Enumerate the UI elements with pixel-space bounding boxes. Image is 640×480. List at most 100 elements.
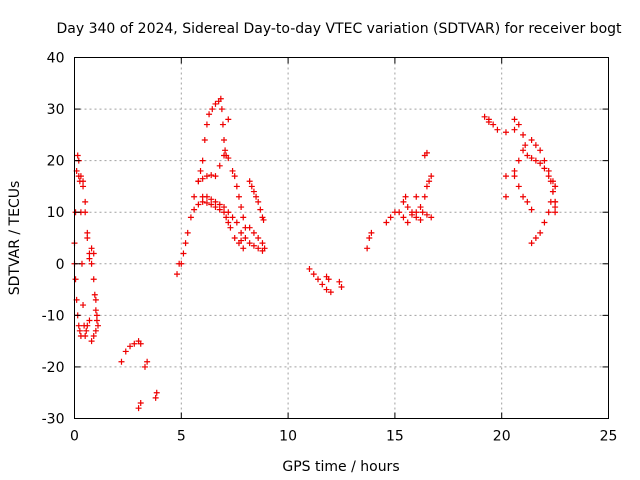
- data-point-s3-2: [80, 183, 87, 190]
- data-point-s22-0: [520, 147, 527, 154]
- data-point-s23-2: [537, 147, 544, 154]
- data-point-s21-2: [520, 131, 527, 138]
- data-point-s3-8: [91, 291, 98, 298]
- data-point-s17-0: [400, 198, 407, 205]
- data-point-s7-11: [208, 201, 215, 208]
- data-points: [71, 95, 559, 412]
- data-point-s11-4: [238, 204, 245, 211]
- data-point-s7-3: [180, 250, 187, 257]
- data-point-s4-1: [82, 198, 89, 205]
- data-point-s21-5: [511, 167, 518, 174]
- data-point-s3-11: [92, 327, 99, 334]
- data-point-s11-1: [231, 173, 238, 180]
- data-point-s14-3: [319, 281, 326, 288]
- data-point-s20-1: [502, 193, 509, 200]
- data-point-s21-4: [515, 157, 522, 164]
- data-point-s7-4: [182, 240, 189, 247]
- data-point-s4-3: [86, 255, 93, 262]
- data-point-s5-5: [137, 340, 144, 347]
- data-point-s24-2: [537, 229, 544, 236]
- data-point-s2-5: [76, 327, 83, 334]
- x-tick-labels: 0 5 10 15 20 25: [70, 429, 617, 445]
- data-point-s1-11: [83, 327, 90, 334]
- y-tick-label-6: 30: [47, 102, 65, 118]
- data-point-s3-10: [93, 317, 100, 324]
- data-point-s15-2: [368, 229, 375, 236]
- data-point-s19-3: [494, 126, 501, 133]
- data-point-s19-4: [485, 118, 492, 125]
- data-point-s12-1: [248, 183, 255, 190]
- data-point-s22-10: [552, 204, 559, 211]
- data-point-s7-13: [216, 206, 223, 213]
- data-point-s3-3: [82, 209, 89, 216]
- data-point-s1-3: [74, 152, 81, 159]
- x-tick-label-5: 25: [600, 429, 618, 445]
- data-point-s19-2: [490, 121, 497, 128]
- data-point-s8-4: [201, 137, 208, 144]
- data-point-s17-5: [402, 193, 409, 200]
- data-point-s9-7: [229, 214, 236, 221]
- data-point-s14-1: [310, 271, 317, 278]
- data-point-s3-9: [92, 307, 99, 314]
- data-point-s14-2: [315, 276, 322, 283]
- data-point-s1-13: [86, 317, 93, 324]
- data-point-s16-8: [417, 204, 424, 211]
- data-point-s17-4: [417, 216, 424, 223]
- data-point-s22-6: [545, 173, 552, 180]
- grid-lines: [74, 57, 609, 419]
- data-point-s20-0: [502, 173, 509, 180]
- data-point-s17-2: [408, 209, 415, 216]
- plot-frame: [74, 57, 609, 419]
- data-point-s18-8: [428, 173, 435, 180]
- data-point-s2-1: [72, 276, 79, 283]
- data-point-s14-7: [325, 276, 332, 283]
- data-point-s18-2: [419, 209, 426, 216]
- data-point-s22-4: [537, 160, 544, 167]
- data-point-s22-5: [541, 165, 548, 172]
- data-point-s3-7: [90, 276, 97, 283]
- data-point-s7-15: [223, 214, 230, 221]
- axis-ticks: [74, 57, 609, 419]
- data-point-s11-0: [229, 167, 236, 174]
- data-point-s7-12: [212, 204, 219, 211]
- data-point-s8-12: [219, 121, 226, 128]
- data-point-s2-6: [77, 332, 84, 339]
- data-point-s24-0: [528, 240, 535, 247]
- data-point-s8-14: [222, 147, 229, 154]
- data-point-s12-3: [253, 193, 260, 200]
- data-point-s5-3: [131, 340, 138, 347]
- data-point-s24-4: [545, 209, 552, 216]
- data-point-s7-0: [174, 271, 181, 278]
- data-point-s24-5: [547, 198, 554, 205]
- data-point-s21-7: [515, 183, 522, 190]
- data-point-s8-2: [197, 167, 204, 174]
- data-point-s13-3: [259, 240, 266, 247]
- data-point-s13-2: [255, 235, 262, 241]
- data-point-s9-12: [250, 242, 257, 249]
- data-point-s14-9: [338, 283, 345, 290]
- data-point-s9-9: [238, 229, 245, 236]
- data-point-s21-3: [522, 142, 529, 149]
- data-point-s9-2: [208, 196, 215, 203]
- data-point-s2-4: [75, 322, 82, 329]
- data-point-s10-4: [212, 173, 219, 180]
- data-point-s22-1: [524, 152, 531, 159]
- data-point-s10-5: [216, 162, 223, 169]
- y-axis-label: SDTVAR / TECUs: [7, 181, 23, 296]
- data-point-s10-3: [208, 172, 215, 179]
- data-point-s11-2: [233, 183, 240, 190]
- data-point-s14-5: [327, 289, 334, 296]
- data-point-s16-0: [383, 219, 390, 226]
- data-point-s23-4: [545, 167, 552, 174]
- data-point-s12-0: [246, 178, 253, 185]
- data-point-s9-8: [233, 219, 240, 226]
- data-point-s7-18: [231, 235, 238, 241]
- x-tick-label-4: 20: [493, 429, 511, 445]
- data-point-s9-5: [221, 204, 228, 211]
- data-point-s14-8: [336, 278, 343, 285]
- data-point-s21-1: [515, 121, 522, 128]
- data-point-s3-12: [90, 332, 97, 339]
- data-point-s7-5: [184, 229, 191, 236]
- data-point-s6-5: [153, 389, 160, 396]
